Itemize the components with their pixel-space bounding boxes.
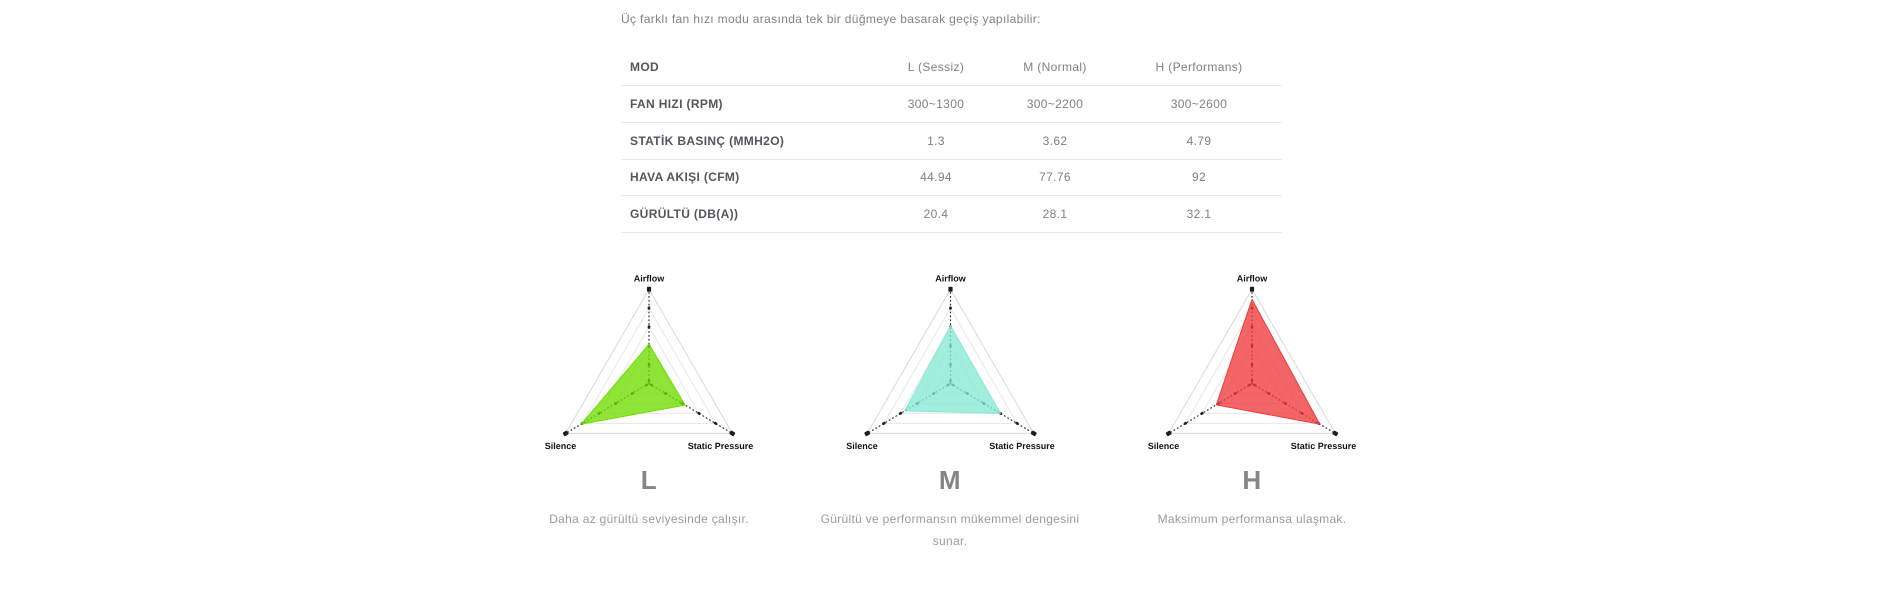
svg-text:Airflow: Airflow	[634, 274, 665, 284]
svg-text:Static Pressure: Static Pressure	[989, 441, 1055, 451]
svg-text:Airflow: Airflow	[935, 274, 966, 284]
svg-text:Silence: Silence	[1148, 441, 1180, 451]
svg-text:Airflow: Airflow	[1237, 274, 1268, 284]
svg-text:Static Pressure: Static Pressure	[688, 441, 754, 451]
svg-text:Static Pressure: Static Pressure	[1291, 441, 1357, 451]
svg-text:Silence: Silence	[545, 441, 577, 451]
svg-text:Silence: Silence	[846, 441, 878, 451]
